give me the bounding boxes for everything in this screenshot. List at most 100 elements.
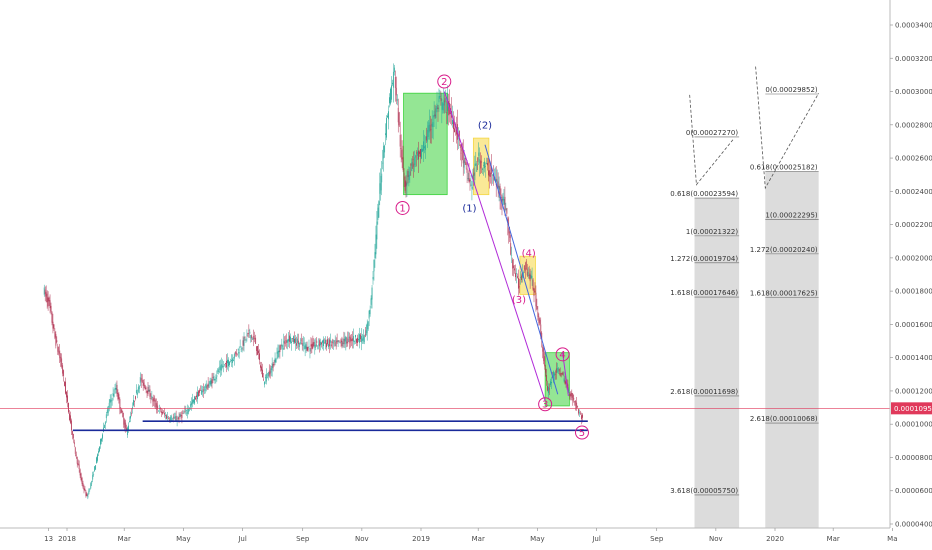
candle-body: [424, 145, 426, 151]
wave-circle: [395, 200, 410, 215]
candle-body: [375, 234, 377, 255]
candle-body: [415, 155, 417, 158]
candle-body: [486, 163, 487, 165]
candle-body: [87, 495, 89, 498]
candle-body: [180, 415, 182, 416]
candle-body: [111, 399, 113, 401]
candle-body: [181, 414, 183, 418]
candle-body: [77, 463, 79, 466]
candle-body: [56, 340, 58, 343]
candle-body: [266, 377, 268, 378]
candle-body: [332, 339, 334, 344]
candle-body: [491, 174, 493, 176]
candle-body: [568, 389, 570, 393]
candle-body: [295, 343, 297, 346]
candle-body: [253, 336, 255, 340]
candle-body: [553, 371, 554, 379]
candle-body: [138, 385, 140, 390]
candle-body: [273, 364, 275, 365]
candle-body: [327, 344, 329, 347]
candle-body: [289, 335, 290, 342]
candle-body: [115, 388, 117, 390]
candle-body: [342, 342, 344, 344]
candle-body: [91, 481, 93, 484]
fib-level-label: 1.272(0.00019704): [670, 255, 738, 263]
candle-body: [323, 339, 324, 346]
candle-body: [496, 179, 498, 182]
candle-body: [556, 367, 558, 373]
candle-body: [52, 321, 54, 329]
candle-body: [201, 390, 203, 393]
annotation-lines: [72, 91, 588, 432]
candle-body: [434, 114, 436, 117]
candle-body: [350, 337, 352, 342]
candle-body: [251, 335, 253, 339]
candle-body: [275, 359, 277, 363]
candle-body: [425, 136, 427, 141]
candle-body: [114, 387, 116, 390]
candle-body: [562, 373, 564, 375]
candle-body: [183, 412, 185, 414]
candle-body: [165, 415, 166, 416]
candle-body: [317, 345, 319, 347]
candle-body: [61, 358, 63, 367]
candle-body: [429, 124, 431, 132]
candle-body: [158, 411, 160, 412]
candle-body: [153, 397, 155, 401]
candle-body: [414, 157, 416, 165]
candle-body: [143, 382, 145, 386]
candle-body: [546, 375, 548, 382]
candle-body: [307, 347, 309, 351]
candle-body: [230, 361, 231, 363]
candle-body: [215, 376, 217, 379]
candle-body: [279, 345, 281, 353]
candle-body: [352, 338, 354, 341]
candle-body: [269, 371, 271, 375]
candle-body: [268, 370, 270, 376]
x-tick-label: Nov: [709, 535, 723, 543]
candle-body: [573, 397, 575, 400]
x-tick-label: Ma: [887, 535, 897, 543]
candle-body: [538, 316, 540, 323]
candle-body: [388, 111, 389, 120]
candle-body: [297, 340, 299, 345]
candle-body: [498, 185, 500, 190]
candle-body: [488, 170, 490, 177]
candle-body: [466, 168, 468, 173]
candle-body: [467, 178, 469, 179]
candle-body: [444, 98, 446, 103]
candle-body: [469, 179, 471, 182]
x-tick-label: Jul: [591, 535, 601, 543]
candle-body: [196, 395, 197, 398]
candle-body: [497, 181, 499, 188]
candle-body: [248, 330, 250, 332]
candle-body: [554, 373, 556, 375]
candle-body: [225, 363, 226, 364]
candle-body: [413, 163, 415, 167]
candle-body: [128, 425, 130, 430]
candle-body: [510, 243, 512, 255]
candle-body: [70, 420, 72, 431]
candle-body: [345, 336, 347, 345]
candle-body: [333, 342, 335, 344]
candle-body: [105, 414, 107, 419]
candle-body: [316, 340, 318, 343]
candle-body: [283, 340, 285, 344]
candle-body: [315, 344, 317, 347]
candle-body: [545, 369, 547, 373]
candle-body: [371, 287, 373, 300]
candle-body: [447, 98, 449, 111]
fib-level-label: 0.618(0.00025182): [750, 164, 818, 172]
candle-body: [479, 159, 481, 164]
x-axis[interactable]: 13 2018 Mar May Jul Sep Nov 2019 Mar May Jul Sep Nov…: [0, 527, 898, 543]
candle-body: [579, 412, 580, 414]
candle-body: [254, 338, 256, 340]
candle-body: [386, 118, 387, 138]
candle-body: [185, 408, 187, 412]
candle-body: [198, 391, 199, 397]
candle-body: [305, 344, 307, 349]
